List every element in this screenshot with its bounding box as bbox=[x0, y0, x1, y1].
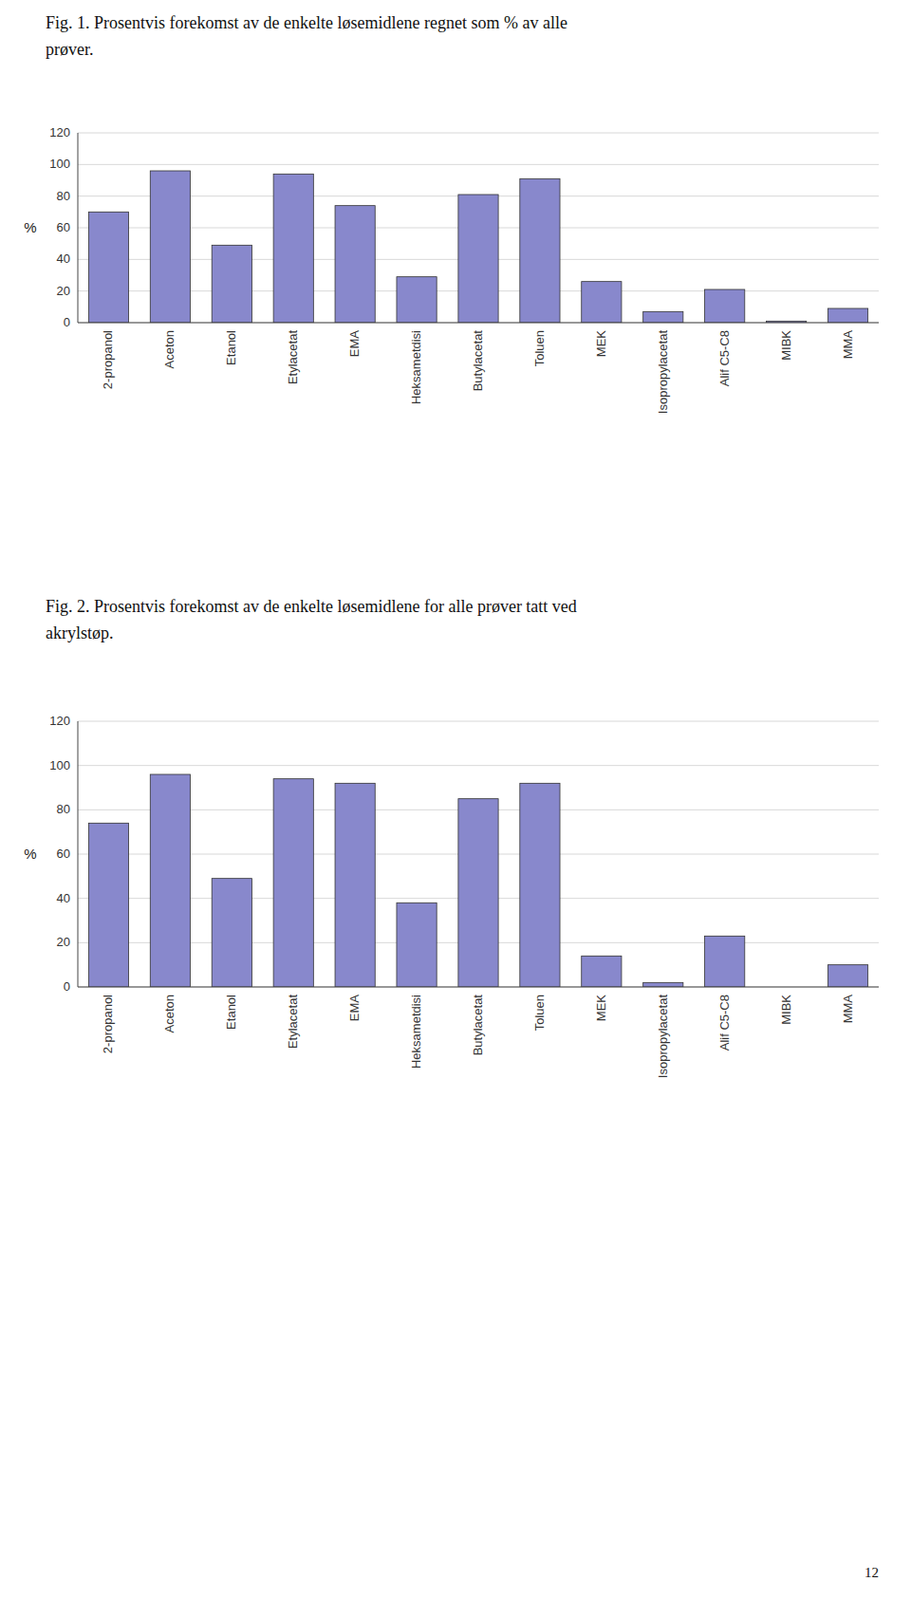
bar bbox=[149, 170, 190, 323]
page: Fig. 1. Prosentvis forekomst av de enkel… bbox=[0, 0, 911, 1600]
x-tick-label: Alif C5-C8 bbox=[717, 994, 732, 1051]
bar bbox=[827, 965, 868, 987]
chart: Fig. 1. Prosentvis forekomst av de enkel… bbox=[23, 13, 879, 414]
x-tick-label: Toluen bbox=[532, 994, 547, 1031]
y-tick-label: 120 bbox=[49, 125, 71, 140]
x-tick-label: MMA bbox=[840, 330, 856, 360]
x-tick-label: Etanol bbox=[223, 330, 239, 366]
title-line: akrylstøp. bbox=[45, 623, 114, 643]
x-tick-label: Isopropylacetat bbox=[655, 994, 670, 1079]
y-tick-label: 60 bbox=[56, 846, 71, 861]
y-tick-label: 20 bbox=[56, 934, 71, 949]
y-tick-label: 0 bbox=[63, 315, 71, 330]
grid-line bbox=[77, 132, 879, 134]
bar bbox=[520, 782, 560, 987]
bar bbox=[88, 822, 129, 987]
bar bbox=[88, 211, 129, 323]
x-axis-line bbox=[77, 322, 879, 324]
bar bbox=[149, 774, 190, 987]
bar bbox=[211, 244, 252, 323]
title-line: prøver. bbox=[45, 39, 93, 59]
bar bbox=[273, 779, 314, 987]
bar bbox=[643, 982, 684, 987]
y-tick-label: 80 bbox=[56, 188, 71, 204]
page-number: 12 bbox=[864, 1564, 879, 1581]
x-tick-label: EMA bbox=[347, 330, 362, 358]
x-tick-label: 2-propanol bbox=[100, 994, 115, 1054]
page-svg: Fig. 1. Prosentvis forekomst av de enkel… bbox=[0, 0, 911, 1600]
bar bbox=[705, 289, 745, 323]
bar bbox=[396, 902, 437, 987]
grid bbox=[77, 721, 879, 987]
bars bbox=[88, 170, 868, 323]
bar bbox=[334, 782, 375, 987]
bar bbox=[396, 277, 437, 323]
x-tick-label: Etanol bbox=[223, 994, 239, 1030]
x-tick-label: Aceton bbox=[162, 330, 177, 369]
bar bbox=[520, 178, 560, 323]
x-tick-label: MEK bbox=[594, 994, 609, 1023]
y-tick-label: 80 bbox=[56, 801, 71, 817]
chart-title: Fig. 2. Prosentvis forekomst av de enkel… bbox=[45, 596, 577, 643]
x-tick-label: MIBK bbox=[779, 994, 794, 1025]
x-tick-label: Isopropylacetat bbox=[655, 330, 670, 415]
y-tick-label: 60 bbox=[56, 220, 71, 235]
bar bbox=[581, 281, 622, 323]
grid-line bbox=[77, 764, 879, 766]
y-axis-label: % bbox=[23, 219, 37, 236]
x-tick-label: EMA bbox=[347, 994, 362, 1023]
y-tick-label: 100 bbox=[49, 156, 71, 171]
x-tick-label: Alif C5-C8 bbox=[717, 330, 732, 387]
x-tick-label: Etylacetat bbox=[285, 330, 300, 385]
bar bbox=[273, 173, 314, 323]
y-tick-label: 40 bbox=[56, 891, 71, 906]
bar bbox=[827, 308, 868, 323]
grid-line bbox=[77, 322, 879, 324]
y-tick-label: 0 bbox=[63, 979, 71, 994]
x-tick-label: Heksametdisi bbox=[409, 330, 424, 405]
y-axis-line bbox=[77, 132, 79, 323]
x-tick-label: Butylacetat bbox=[470, 330, 485, 392]
y-axis-line bbox=[77, 721, 79, 987]
x-tick-label: MMA bbox=[840, 994, 856, 1024]
grid bbox=[77, 132, 879, 323]
y-tick-label: 40 bbox=[56, 251, 71, 266]
grid-line bbox=[77, 164, 879, 166]
y-tick-label: 100 bbox=[49, 758, 71, 773]
bar bbox=[458, 194, 499, 323]
chart: Fig. 2. Prosentvis forekomst av de enkel… bbox=[23, 596, 879, 1079]
x-tick-label: Toluen bbox=[532, 330, 547, 367]
y-axis-label: % bbox=[23, 845, 37, 862]
x-tick-label: MIBK bbox=[779, 330, 794, 361]
bar bbox=[643, 311, 684, 323]
bar bbox=[705, 935, 745, 987]
x-tick-label: Heksametdisi bbox=[409, 994, 424, 1069]
grid-line bbox=[77, 986, 879, 988]
bar bbox=[334, 205, 375, 323]
y-tick-label: 20 bbox=[56, 283, 71, 298]
x-tick-label: Etylacetat bbox=[285, 994, 300, 1049]
chart-title: Fig. 1. Prosentvis forekomst av de enkel… bbox=[45, 13, 568, 59]
bar bbox=[458, 799, 499, 987]
title-line: Fig. 1. Prosentvis forekomst av de enkel… bbox=[45, 13, 568, 33]
x-tick-label: Aceton bbox=[162, 994, 177, 1033]
bar bbox=[211, 878, 252, 987]
y-tick-label: 120 bbox=[49, 713, 71, 728]
x-tick-label: MEK bbox=[594, 330, 609, 358]
x-axis-line bbox=[77, 986, 879, 988]
grid-line bbox=[77, 721, 879, 723]
title-line: Fig. 2. Prosentvis forekomst av de enkel… bbox=[45, 596, 577, 616]
x-tick-label: 2-propanol bbox=[100, 330, 115, 390]
bar bbox=[581, 955, 622, 987]
bars bbox=[88, 774, 868, 987]
x-tick-label: Butylacetat bbox=[470, 994, 485, 1057]
